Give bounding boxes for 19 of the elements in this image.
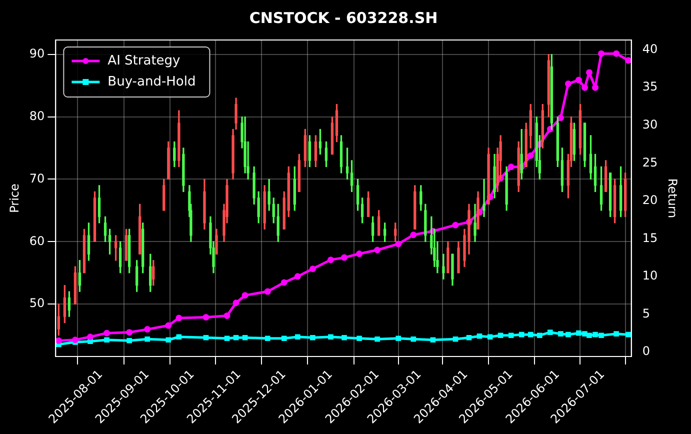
y-tick-label: 80 bbox=[29, 108, 45, 123]
y2-tick-label: 15 bbox=[642, 230, 658, 245]
y-axis-title: Price bbox=[7, 184, 22, 213]
y2-tick-label: 0 bbox=[642, 344, 650, 358]
y-tick-label: 90 bbox=[29, 46, 45, 60]
y2-tick-label: 5 bbox=[642, 306, 650, 320]
y2-tick-label: 10 bbox=[642, 268, 658, 283]
legend-label: Buy-and-Hold bbox=[108, 74, 196, 90]
y2-tick-label: 30 bbox=[642, 117, 658, 132]
y2-tick-label: 25 bbox=[642, 155, 658, 170]
y2-tick-label: 20 bbox=[642, 193, 658, 208]
chart-title: CNSTOCK - 603228.SH bbox=[249, 8, 438, 27]
y2-axis-title: Return bbox=[666, 178, 680, 218]
y2-tick-label: 35 bbox=[642, 80, 658, 94]
legend-label: AI Strategy bbox=[108, 53, 181, 68]
y2-tick-label: 40 bbox=[642, 42, 658, 56]
y-tick-label: 60 bbox=[29, 234, 45, 248]
y-tick-label: 70 bbox=[29, 171, 45, 186]
y-tick-label: 50 bbox=[29, 296, 45, 310]
